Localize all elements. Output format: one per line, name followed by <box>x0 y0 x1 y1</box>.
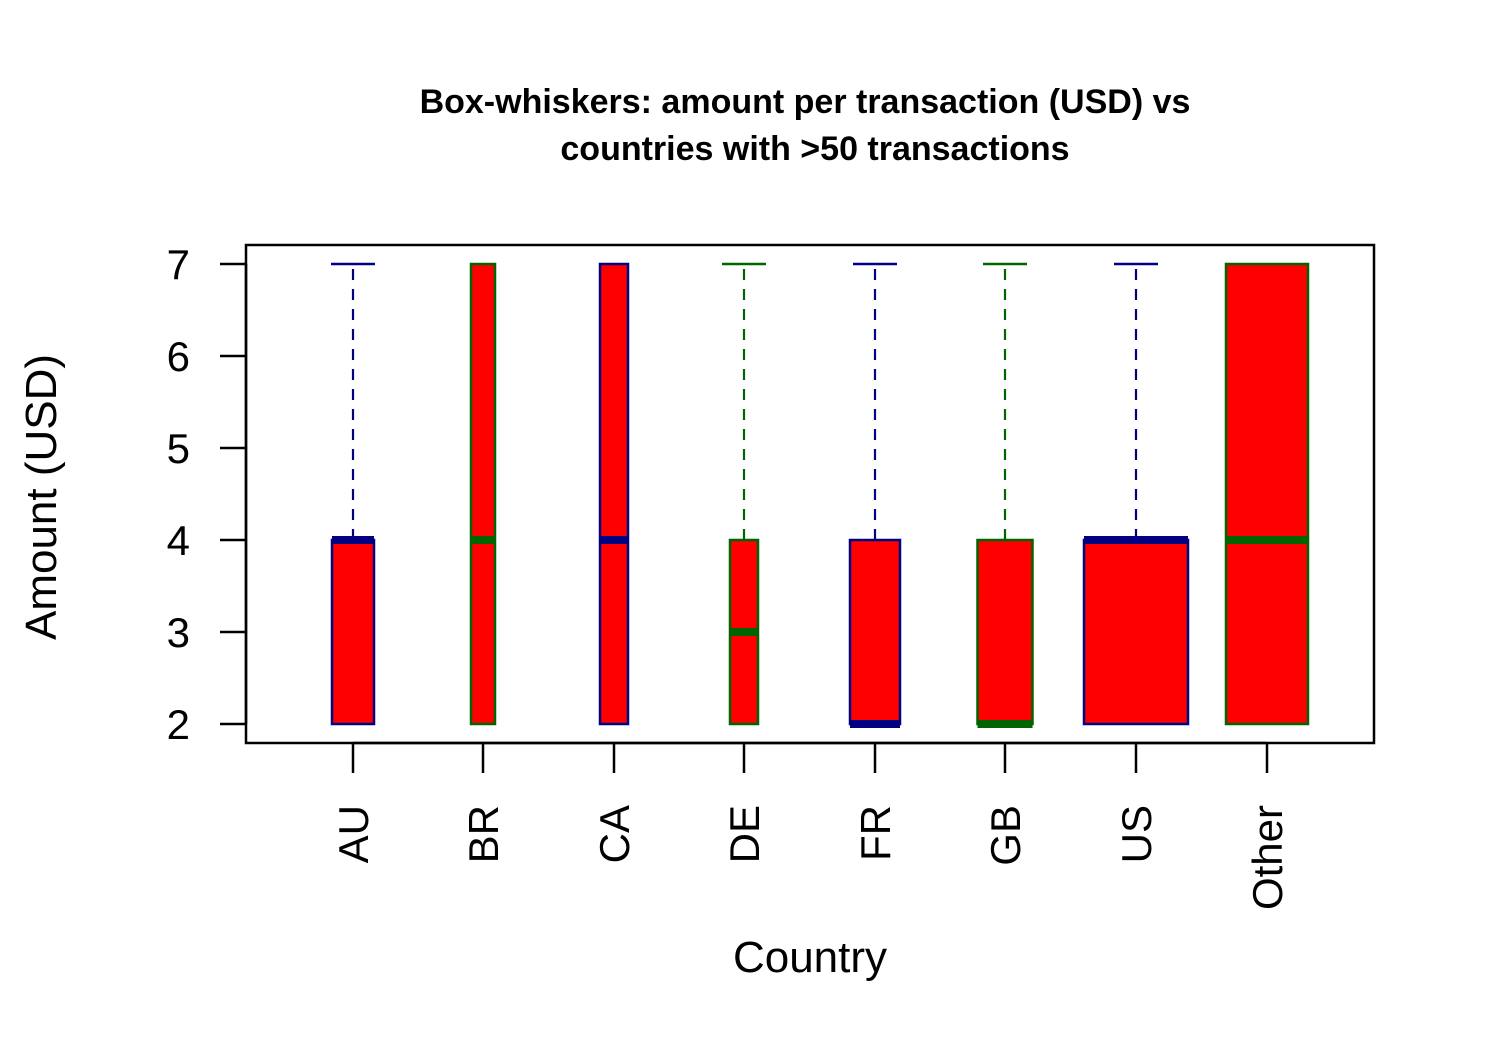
box-ca <box>598 262 630 726</box>
y-axis: 2 3 4 5 6 7 <box>167 241 248 748</box>
y-tick-label: 7 <box>167 241 190 288</box>
box-body <box>1082 538 1190 726</box>
box-body <box>330 538 376 726</box>
box-body <box>848 538 902 726</box>
y-tick-label: 4 <box>167 517 190 564</box>
x-tick-label: DE <box>721 805 768 863</box>
box-fr <box>848 262 902 728</box>
chart-title-line-1: Box-whiskers: amount per transaction (US… <box>420 83 1191 121</box>
chart-title-line-2: countries with >50 transactions <box>560 130 1069 168</box>
x-tick-label: BR <box>460 805 507 863</box>
box-de <box>722 262 766 726</box>
box-br <box>469 262 497 726</box>
x-tick-label: CA <box>591 805 638 863</box>
box-other <box>1224 262 1310 726</box>
y-tick-label: 6 <box>167 333 190 380</box>
box-body <box>1224 262 1310 726</box>
x-tick-label: US <box>1113 805 1160 863</box>
y-tick-label: 2 <box>167 701 190 748</box>
box-body <box>976 538 1034 726</box>
box-gb <box>976 262 1034 728</box>
y-tick-label: 5 <box>167 425 190 472</box>
box-body <box>469 262 497 726</box>
y-axis-label: Amount (USD) <box>17 354 66 640</box>
x-tick-label: AU <box>330 805 377 863</box>
y-tick-label: 3 <box>167 609 190 656</box>
box-au <box>330 262 376 726</box>
plot-frame <box>244 243 1376 745</box>
x-tick-label: FR <box>852 805 899 861</box>
box-us <box>1082 262 1190 726</box>
plot-area <box>330 262 1310 728</box>
x-tick-label: Other <box>1244 805 1291 910</box>
x-axis: AU BR CA DE FR GB US Other <box>330 741 1291 910</box>
x-tick-label: GB <box>982 805 1029 866</box>
box-body <box>598 262 630 726</box>
x-axis-label: Country <box>733 933 887 982</box>
